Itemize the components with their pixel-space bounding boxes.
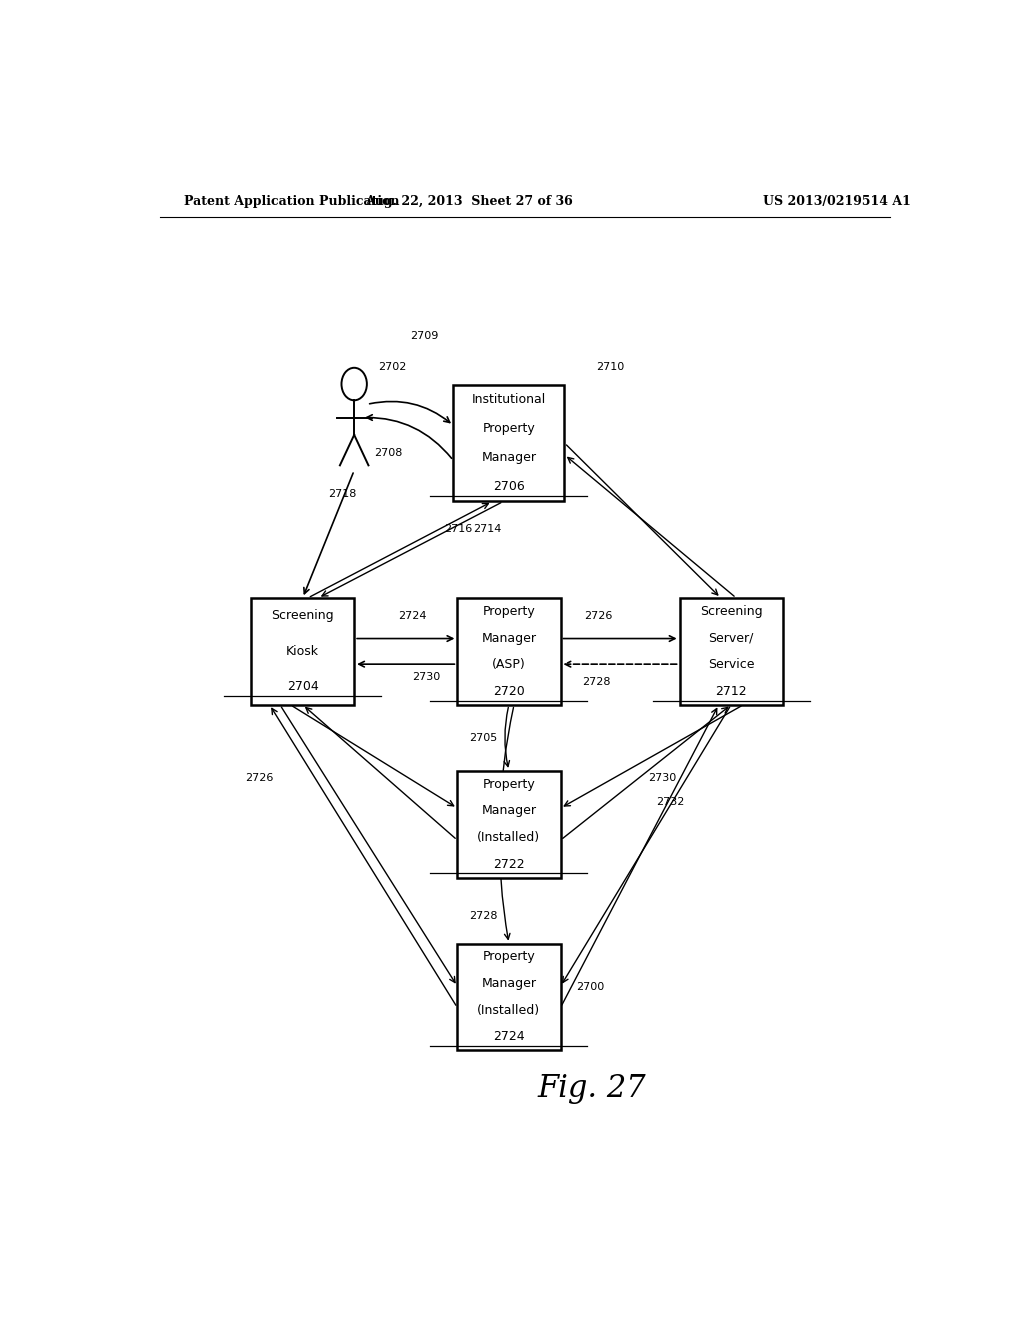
Bar [458,944,560,1051]
Text: Manager: Manager [481,451,537,465]
Text: 2728: 2728 [582,677,610,686]
Text: 2728: 2728 [469,911,498,920]
Text: US 2013/0219514 A1: US 2013/0219514 A1 [763,194,910,207]
Text: 2720: 2720 [493,685,525,698]
Text: Screening: Screening [271,610,334,622]
Text: Screening: Screening [699,605,763,618]
Text: Manager: Manager [481,631,537,644]
Text: 2700: 2700 [577,982,604,991]
Text: 2706: 2706 [493,480,525,494]
Text: Property: Property [482,777,536,791]
Text: Fig. 27: Fig. 27 [538,1073,646,1104]
Text: Server/: Server/ [709,631,754,644]
Text: Kiosk: Kiosk [286,645,319,657]
Bar [458,598,560,705]
Bar [680,598,782,705]
Text: 2708: 2708 [374,449,402,458]
Text: 2709: 2709 [410,331,438,342]
Text: 2724: 2724 [494,1031,524,1043]
Text: 2730: 2730 [648,774,676,783]
Text: 2714: 2714 [473,524,502,535]
Bar [458,771,560,878]
Bar [251,598,354,705]
Text: 2722: 2722 [494,858,524,871]
Text: Property: Property [482,950,536,964]
Text: 2716: 2716 [443,524,472,535]
Text: Property: Property [482,422,536,434]
Bar [454,384,564,502]
Text: Institutional: Institutional [472,392,546,405]
Text: 2732: 2732 [655,797,684,807]
Text: 2724: 2724 [397,611,426,620]
Text: Manager: Manager [481,977,537,990]
Text: (ASP): (ASP) [493,659,525,671]
Text: 2710: 2710 [596,362,625,372]
Text: Manager: Manager [481,804,537,817]
Text: Patent Application Publication: Patent Application Publication [183,194,399,207]
Text: Service: Service [708,659,755,671]
Text: Aug. 22, 2013  Sheet 27 of 36: Aug. 22, 2013 Sheet 27 of 36 [366,194,573,207]
Text: 2726: 2726 [585,611,612,620]
Text: 2726: 2726 [246,774,273,783]
Text: 2705: 2705 [469,733,498,743]
Text: 2712: 2712 [716,685,746,698]
Text: 2718: 2718 [328,488,356,499]
Text: 2730: 2730 [412,672,440,681]
Text: (Installed): (Installed) [477,832,541,843]
Text: 2704: 2704 [287,680,318,693]
Text: Property: Property [482,605,536,618]
Text: 2702: 2702 [378,362,407,372]
Text: (Installed): (Installed) [477,1003,541,1016]
